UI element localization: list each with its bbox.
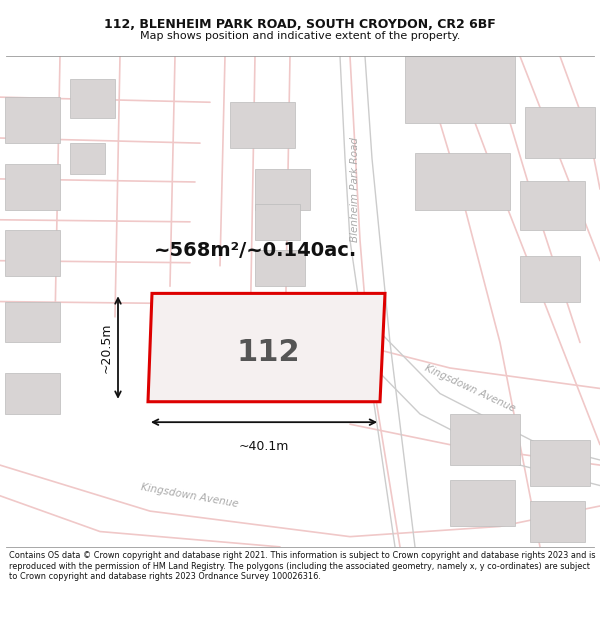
Bar (230, 102, 295, 148)
Text: ~568m²/~0.140ac.: ~568m²/~0.140ac. (154, 241, 356, 260)
Bar (5, 301, 60, 343)
Bar (255, 169, 310, 209)
Bar (5, 97, 60, 143)
Text: Kingsdown Avenue: Kingsdown Avenue (140, 482, 239, 509)
Bar (530, 439, 590, 486)
Bar (5, 164, 60, 209)
Bar (520, 181, 585, 230)
Bar (70, 143, 105, 174)
Text: Map shows position and indicative extent of the property.: Map shows position and indicative extent… (140, 31, 460, 41)
Bar (530, 501, 585, 542)
Polygon shape (148, 293, 385, 402)
Bar (520, 256, 580, 301)
Bar (5, 230, 60, 276)
Bar (450, 414, 520, 465)
Bar (525, 107, 595, 159)
Text: Contains OS data © Crown copyright and database right 2021. This information is : Contains OS data © Crown copyright and d… (9, 551, 595, 581)
Bar (5, 373, 60, 414)
Text: 112, BLENHEIM PARK ROAD, SOUTH CROYDON, CR2 6BF: 112, BLENHEIM PARK ROAD, SOUTH CROYDON, … (104, 18, 496, 31)
Text: Kingsdown Avenue: Kingsdown Avenue (423, 363, 517, 414)
Bar (255, 204, 300, 240)
Bar (255, 251, 305, 286)
Bar (415, 153, 510, 209)
Bar (70, 79, 115, 118)
Bar (405, 56, 515, 122)
Text: ~20.5m: ~20.5m (100, 322, 113, 372)
Text: Blenheim Park Road: Blenheim Park Road (350, 137, 360, 242)
Text: ~40.1m: ~40.1m (239, 439, 289, 452)
Text: 112: 112 (236, 338, 300, 367)
Bar (450, 481, 515, 526)
